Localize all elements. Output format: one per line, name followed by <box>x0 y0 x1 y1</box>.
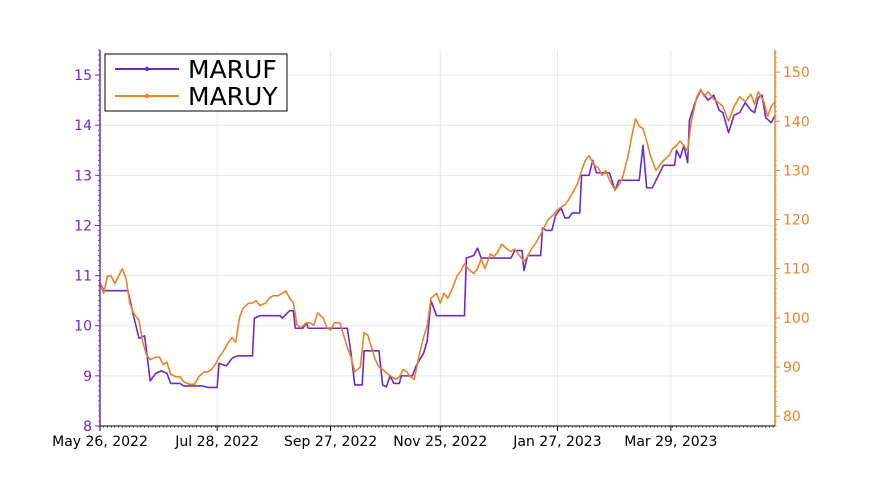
right-tick-label: 130 <box>783 163 810 179</box>
x-tick-label: Sep 27, 2022 <box>284 434 377 450</box>
x-tick-label: Nov 25, 2022 <box>393 434 487 450</box>
right-tick-label: 140 <box>783 114 810 130</box>
left-tick-label: 8 <box>83 419 92 435</box>
right-tick-label: 120 <box>783 213 810 229</box>
left-tick-label: 13 <box>74 168 92 184</box>
left-tick-label: 9 <box>83 369 92 385</box>
legend-label-maruy: MARUY <box>188 82 278 111</box>
legend-marker-maruy <box>144 93 150 99</box>
series-line-maruy <box>99 88 776 386</box>
axes: 8 9 10 11 12 13 14 15 80 90 100 110 120 130 140 150 May … <box>52 49 810 450</box>
right-tick-label: 150 <box>783 65 810 81</box>
legend-label-maruf: MARUF <box>188 55 277 84</box>
left-tick-label: 15 <box>74 68 92 84</box>
grid <box>99 50 775 427</box>
left-tick-label: 14 <box>74 118 92 134</box>
x-tick-label: Mar 29, 2023 <box>624 434 717 450</box>
x-tick-label: May 26, 2022 <box>52 434 148 450</box>
right-tick-label: 110 <box>783 262 810 278</box>
legend-box <box>104 53 288 112</box>
left-tick-label: 10 <box>74 319 92 335</box>
left-tick-label: 12 <box>74 218 92 234</box>
right-tick-label: 100 <box>783 311 810 327</box>
x-tick-label: Jul 28, 2022 <box>174 434 259 450</box>
right-tick-label: 90 <box>783 360 801 376</box>
right-tick-label: 80 <box>783 409 801 425</box>
x-tick-label: Jan 27, 2023 <box>512 434 601 450</box>
series-line-maruf <box>99 89 776 389</box>
series-lines <box>99 88 776 389</box>
legend-marker-maruf <box>144 66 150 72</box>
left-tick-label: 11 <box>74 269 92 285</box>
